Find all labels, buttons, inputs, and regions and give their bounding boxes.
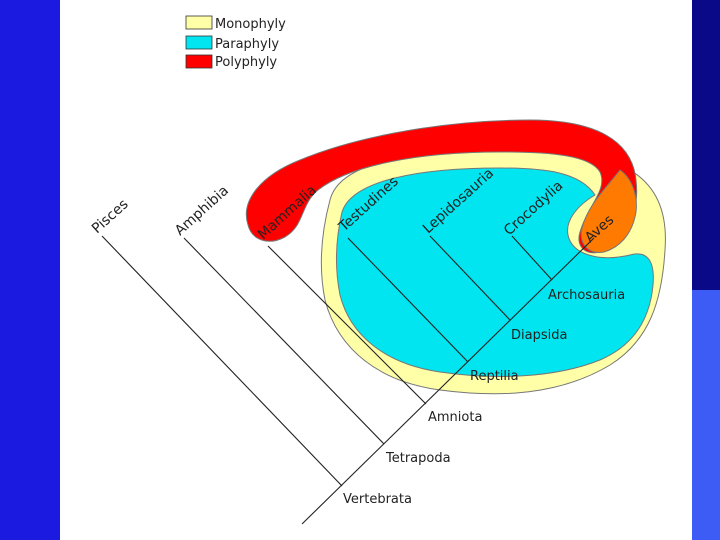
main-spine-line	[301, 237, 595, 525]
legend-swatch-monophyly	[185, 15, 213, 30]
legend: Monophyly Paraphyly Polyphyly	[185, 15, 286, 70]
pisces-branch	[101, 235, 343, 487]
clade-label-amniota: Amniota	[428, 410, 482, 425]
legend-label-monophyly: Monophyly	[215, 17, 286, 32]
legend-label-paraphyly: Paraphyly	[215, 37, 279, 52]
right-border-band	[692, 0, 720, 290]
taxon-label-amphibia: Amphibia	[172, 183, 232, 239]
paraphyly-region	[335, 167, 654, 377]
clade-label-vertebrata: Vertebrata	[343, 492, 412, 507]
amphibia-branch	[183, 237, 385, 445]
aves-overlap-region	[580, 169, 637, 254]
clade-label-tetrapoda: Tetrapoda	[385, 451, 451, 466]
right-border-band-lower	[692, 290, 720, 540]
crocodylia-branch	[511, 235, 553, 281]
legend-swatch-paraphyly	[185, 35, 213, 50]
clade-label-reptilia: Reptilia	[470, 369, 519, 384]
lepidosauria-branch	[429, 235, 511, 321]
mammalia-branch	[267, 245, 427, 405]
legend-label-polyphyly: Polyphyly	[215, 55, 277, 70]
taxon-label-pisces: Pisces	[89, 196, 132, 237]
tree-branches	[101, 235, 595, 525]
testudines-branch	[347, 237, 469, 363]
polyphyly-region	[246, 119, 638, 254]
clade-label-archosauria: Archosauria	[548, 288, 625, 303]
clade-label-diapsida: Diapsida	[511, 328, 567, 343]
legend-swatch-polyphyly	[185, 54, 213, 69]
